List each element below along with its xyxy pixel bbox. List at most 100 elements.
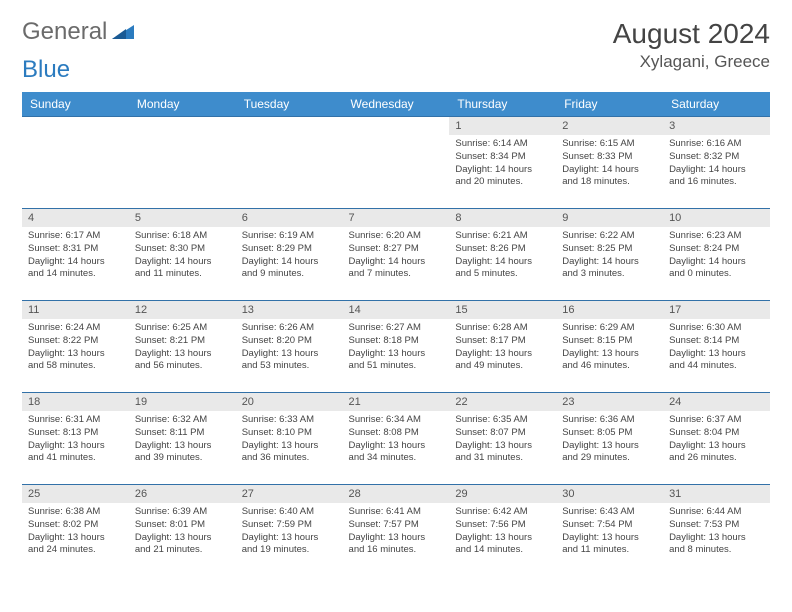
day-text: Sunrise: 6:26 AMSunset: 8:20 PMDaylight:… bbox=[236, 319, 343, 377]
day-cell: 30Sunrise: 6:43 AMSunset: 7:54 PMDayligh… bbox=[556, 485, 663, 577]
day-cell: 6Sunrise: 6:19 AMSunset: 8:29 PMDaylight… bbox=[236, 209, 343, 301]
day-number: 4 bbox=[22, 209, 129, 227]
day-number: 23 bbox=[556, 393, 663, 411]
day-cell: 29Sunrise: 6:42 AMSunset: 7:56 PMDayligh… bbox=[449, 485, 556, 577]
day-cell: 23Sunrise: 6:36 AMSunset: 8:05 PMDayligh… bbox=[556, 393, 663, 485]
week-row: .. .. .. .. 1Sunrise: 6:14 AMSunset: 8:3… bbox=[22, 117, 770, 209]
day-text: Sunrise: 6:21 AMSunset: 8:26 PMDaylight:… bbox=[449, 227, 556, 285]
day-number: 27 bbox=[236, 485, 343, 503]
logo: General bbox=[22, 18, 136, 46]
day-number: 30 bbox=[556, 485, 663, 503]
day-text: Sunrise: 6:42 AMSunset: 7:56 PMDaylight:… bbox=[449, 503, 556, 561]
day-text: Sunrise: 6:25 AMSunset: 8:21 PMDaylight:… bbox=[129, 319, 236, 377]
day-text: Sunrise: 6:19 AMSunset: 8:29 PMDaylight:… bbox=[236, 227, 343, 285]
day-text: Sunrise: 6:29 AMSunset: 8:15 PMDaylight:… bbox=[556, 319, 663, 377]
day-header-tuesday: Tuesday bbox=[236, 92, 343, 117]
week-row: 11Sunrise: 6:24 AMSunset: 8:22 PMDayligh… bbox=[22, 301, 770, 393]
day-cell: 11Sunrise: 6:24 AMSunset: 8:22 PMDayligh… bbox=[22, 301, 129, 393]
day-cell: 1Sunrise: 6:14 AMSunset: 8:34 PMDaylight… bbox=[449, 117, 556, 209]
week-row: 25Sunrise: 6:38 AMSunset: 8:02 PMDayligh… bbox=[22, 485, 770, 577]
week-row: 18Sunrise: 6:31 AMSunset: 8:13 PMDayligh… bbox=[22, 393, 770, 485]
day-text: Sunrise: 6:37 AMSunset: 8:04 PMDaylight:… bbox=[663, 411, 770, 469]
day-header-wednesday: Wednesday bbox=[343, 92, 450, 117]
day-cell: 22Sunrise: 6:35 AMSunset: 8:07 PMDayligh… bbox=[449, 393, 556, 485]
day-cell: .. bbox=[129, 117, 236, 209]
day-cell: 10Sunrise: 6:23 AMSunset: 8:24 PMDayligh… bbox=[663, 209, 770, 301]
day-number: 17 bbox=[663, 301, 770, 319]
day-text: Sunrise: 6:40 AMSunset: 7:59 PMDaylight:… bbox=[236, 503, 343, 561]
day-number: 7 bbox=[343, 209, 450, 227]
day-text: Sunrise: 6:23 AMSunset: 8:24 PMDaylight:… bbox=[663, 227, 770, 285]
day-cell: 18Sunrise: 6:31 AMSunset: 8:13 PMDayligh… bbox=[22, 393, 129, 485]
day-text: Sunrise: 6:15 AMSunset: 8:33 PMDaylight:… bbox=[556, 135, 663, 193]
day-text: Sunrise: 6:43 AMSunset: 7:54 PMDaylight:… bbox=[556, 503, 663, 561]
day-text: Sunrise: 6:39 AMSunset: 8:01 PMDaylight:… bbox=[129, 503, 236, 561]
day-cell: 3Sunrise: 6:16 AMSunset: 8:32 PMDaylight… bbox=[663, 117, 770, 209]
day-number: 8 bbox=[449, 209, 556, 227]
logo-triangle-icon bbox=[112, 18, 134, 46]
day-text: Sunrise: 6:34 AMSunset: 8:08 PMDaylight:… bbox=[343, 411, 450, 469]
day-cell: 31Sunrise: 6:44 AMSunset: 7:53 PMDayligh… bbox=[663, 485, 770, 577]
day-text: Sunrise: 6:14 AMSunset: 8:34 PMDaylight:… bbox=[449, 135, 556, 193]
day-cell: 12Sunrise: 6:25 AMSunset: 8:21 PMDayligh… bbox=[129, 301, 236, 393]
day-header-monday: Monday bbox=[129, 92, 236, 117]
day-cell: 8Sunrise: 6:21 AMSunset: 8:26 PMDaylight… bbox=[449, 209, 556, 301]
day-number: 3 bbox=[663, 117, 770, 135]
day-cell: 19Sunrise: 6:32 AMSunset: 8:11 PMDayligh… bbox=[129, 393, 236, 485]
day-header-sunday: Sunday bbox=[22, 92, 129, 117]
day-text: Sunrise: 6:17 AMSunset: 8:31 PMDaylight:… bbox=[22, 227, 129, 285]
calendar-table: Sunday Monday Tuesday Wednesday Thursday… bbox=[22, 92, 770, 577]
day-number: 29 bbox=[449, 485, 556, 503]
day-number: 6 bbox=[236, 209, 343, 227]
day-header-saturday: Saturday bbox=[663, 92, 770, 117]
day-text: Sunrise: 6:28 AMSunset: 8:17 PMDaylight:… bbox=[449, 319, 556, 377]
day-text: Sunrise: 6:22 AMSunset: 8:25 PMDaylight:… bbox=[556, 227, 663, 285]
day-cell: 4Sunrise: 6:17 AMSunset: 8:31 PMDaylight… bbox=[22, 209, 129, 301]
day-text: Sunrise: 6:31 AMSunset: 8:13 PMDaylight:… bbox=[22, 411, 129, 469]
day-number: 26 bbox=[129, 485, 236, 503]
day-number: 12 bbox=[129, 301, 236, 319]
day-number: 14 bbox=[343, 301, 450, 319]
day-number: 5 bbox=[129, 209, 236, 227]
day-cell: 5Sunrise: 6:18 AMSunset: 8:30 PMDaylight… bbox=[129, 209, 236, 301]
day-text: Sunrise: 6:30 AMSunset: 8:14 PMDaylight:… bbox=[663, 319, 770, 377]
week-row: 4Sunrise: 6:17 AMSunset: 8:31 PMDaylight… bbox=[22, 209, 770, 301]
day-number: 15 bbox=[449, 301, 556, 319]
logo-text-blue: Blue bbox=[22, 56, 70, 83]
day-cell: 9Sunrise: 6:22 AMSunset: 8:25 PMDaylight… bbox=[556, 209, 663, 301]
day-text: Sunrise: 6:20 AMSunset: 8:27 PMDaylight:… bbox=[343, 227, 450, 285]
month-title: August 2024 bbox=[613, 18, 770, 50]
day-number: 19 bbox=[129, 393, 236, 411]
day-text: Sunrise: 6:36 AMSunset: 8:05 PMDaylight:… bbox=[556, 411, 663, 469]
day-cell: 27Sunrise: 6:40 AMSunset: 7:59 PMDayligh… bbox=[236, 485, 343, 577]
day-cell: 7Sunrise: 6:20 AMSunset: 8:27 PMDaylight… bbox=[343, 209, 450, 301]
day-number: 28 bbox=[343, 485, 450, 503]
day-number: 1 bbox=[449, 117, 556, 135]
day-header-thursday: Thursday bbox=[449, 92, 556, 117]
day-text: Sunrise: 6:38 AMSunset: 8:02 PMDaylight:… bbox=[22, 503, 129, 561]
day-number: 21 bbox=[343, 393, 450, 411]
day-cell: .. bbox=[236, 117, 343, 209]
day-number: 24 bbox=[663, 393, 770, 411]
day-number: 11 bbox=[22, 301, 129, 319]
day-number: 25 bbox=[22, 485, 129, 503]
day-header-friday: Friday bbox=[556, 92, 663, 117]
day-cell: 26Sunrise: 6:39 AMSunset: 8:01 PMDayligh… bbox=[129, 485, 236, 577]
day-cell: 14Sunrise: 6:27 AMSunset: 8:18 PMDayligh… bbox=[343, 301, 450, 393]
day-text: Sunrise: 6:41 AMSunset: 7:57 PMDaylight:… bbox=[343, 503, 450, 561]
day-text: Sunrise: 6:16 AMSunset: 8:32 PMDaylight:… bbox=[663, 135, 770, 193]
day-cell: 25Sunrise: 6:38 AMSunset: 8:02 PMDayligh… bbox=[22, 485, 129, 577]
day-text: Sunrise: 6:18 AMSunset: 8:30 PMDaylight:… bbox=[129, 227, 236, 285]
day-header-row: Sunday Monday Tuesday Wednesday Thursday… bbox=[22, 92, 770, 117]
day-text: Sunrise: 6:44 AMSunset: 7:53 PMDaylight:… bbox=[663, 503, 770, 561]
day-cell: .. bbox=[343, 117, 450, 209]
day-cell: 2Sunrise: 6:15 AMSunset: 8:33 PMDaylight… bbox=[556, 117, 663, 209]
day-number: 2 bbox=[556, 117, 663, 135]
logo-text-general: General bbox=[22, 18, 107, 46]
day-number: 20 bbox=[236, 393, 343, 411]
day-cell: 21Sunrise: 6:34 AMSunset: 8:08 PMDayligh… bbox=[343, 393, 450, 485]
day-text: Sunrise: 6:27 AMSunset: 8:18 PMDaylight:… bbox=[343, 319, 450, 377]
day-cell: 17Sunrise: 6:30 AMSunset: 8:14 PMDayligh… bbox=[663, 301, 770, 393]
day-cell: 24Sunrise: 6:37 AMSunset: 8:04 PMDayligh… bbox=[663, 393, 770, 485]
day-number: 18 bbox=[22, 393, 129, 411]
